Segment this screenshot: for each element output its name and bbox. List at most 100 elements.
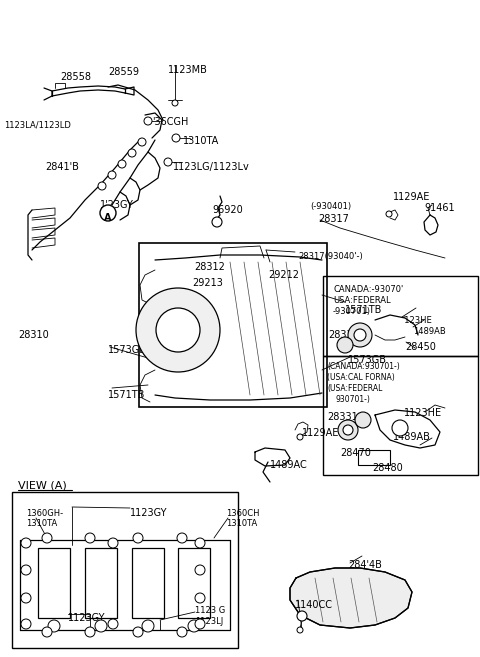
Text: 284'4B: 284'4B xyxy=(348,560,382,570)
Bar xyxy=(358,450,390,465)
Circle shape xyxy=(100,205,116,221)
Text: 1123GY: 1123GY xyxy=(68,613,106,623)
Text: (-930401): (-930401) xyxy=(310,202,351,211)
Text: 1489AB: 1489AB xyxy=(393,432,431,442)
Text: 28312: 28312 xyxy=(194,262,225,272)
Circle shape xyxy=(138,138,146,146)
Text: 29212: 29212 xyxy=(268,270,299,280)
Circle shape xyxy=(48,620,60,632)
Text: '123HE: '123HE xyxy=(402,316,432,325)
Circle shape xyxy=(188,620,200,632)
Text: A: A xyxy=(104,213,112,223)
Circle shape xyxy=(156,308,200,352)
Text: 1310TA: 1310TA xyxy=(183,136,219,146)
Circle shape xyxy=(133,533,143,543)
Bar xyxy=(323,356,478,475)
Circle shape xyxy=(212,217,222,227)
Text: 1129AE: 1129AE xyxy=(302,428,339,438)
Circle shape xyxy=(297,611,307,621)
Text: 930701-): 930701-) xyxy=(336,395,371,404)
Circle shape xyxy=(42,627,52,637)
Text: 28317(93040'-): 28317(93040'-) xyxy=(298,252,363,261)
Bar xyxy=(132,548,164,618)
Text: 28558: 28558 xyxy=(60,72,91,82)
Text: 1310TA: 1310TA xyxy=(26,519,57,528)
Text: 1573GB: 1573GB xyxy=(348,355,387,365)
Circle shape xyxy=(172,100,178,106)
Text: 28331: 28331 xyxy=(328,330,359,340)
Circle shape xyxy=(85,533,95,543)
Circle shape xyxy=(21,619,31,629)
Circle shape xyxy=(95,620,107,632)
Circle shape xyxy=(136,288,220,372)
Text: (USA:FEDERAL: (USA:FEDERAL xyxy=(327,384,383,393)
Text: 1310TA: 1310TA xyxy=(226,519,257,528)
Text: 96920: 96920 xyxy=(212,205,243,215)
Circle shape xyxy=(297,434,303,440)
Circle shape xyxy=(297,627,303,633)
Text: 28480: 28480 xyxy=(372,463,403,473)
Text: -930701): -930701) xyxy=(333,307,371,316)
Text: 1123HE: 1123HE xyxy=(404,408,442,418)
Circle shape xyxy=(128,149,136,157)
Text: 1123 G: 1123 G xyxy=(195,606,225,615)
Text: 28331: 28331 xyxy=(327,412,358,422)
Text: 1571TB: 1571TB xyxy=(345,305,383,315)
Text: CANADA:-93070': CANADA:-93070' xyxy=(333,285,403,294)
Circle shape xyxy=(98,182,106,190)
Text: 91461: 91461 xyxy=(424,203,455,213)
Text: 1'23GY: 1'23GY xyxy=(100,200,134,210)
Text: 1123LG/1123Lv: 1123LG/1123Lv xyxy=(173,162,250,172)
Bar xyxy=(85,548,117,618)
Text: 28470: 28470 xyxy=(340,448,371,458)
Text: USA:FEDERAL: USA:FEDERAL xyxy=(333,296,391,305)
Text: 28559: 28559 xyxy=(108,67,139,77)
Circle shape xyxy=(195,565,205,575)
Circle shape xyxy=(355,412,371,428)
Circle shape xyxy=(177,533,187,543)
Circle shape xyxy=(108,171,116,179)
Circle shape xyxy=(21,538,31,548)
Circle shape xyxy=(343,425,353,435)
Bar xyxy=(139,243,327,407)
Text: 1123GY: 1123GY xyxy=(130,508,168,518)
Text: 1360GH-: 1360GH- xyxy=(26,509,63,518)
Circle shape xyxy=(348,323,372,347)
Circle shape xyxy=(42,533,52,543)
Text: (CANADA:930701-): (CANADA:930701-) xyxy=(327,362,400,371)
Circle shape xyxy=(133,627,143,637)
Circle shape xyxy=(142,620,154,632)
Text: '36CGH: '36CGH xyxy=(152,117,188,127)
Text: 28310: 28310 xyxy=(18,330,49,340)
Text: 1573GB: 1573GB xyxy=(108,345,147,355)
Text: 1571TB: 1571TB xyxy=(108,390,145,400)
Text: 1129AE: 1129AE xyxy=(393,192,431,202)
Circle shape xyxy=(108,538,118,548)
Circle shape xyxy=(195,619,205,629)
Circle shape xyxy=(144,117,152,125)
Circle shape xyxy=(21,593,31,603)
Text: 28450: 28450 xyxy=(405,342,436,352)
Text: 1123LA/1123LD: 1123LA/1123LD xyxy=(4,120,71,129)
Circle shape xyxy=(21,565,31,575)
Text: 1489AC: 1489AC xyxy=(270,460,308,470)
Bar xyxy=(38,548,70,618)
Text: (USA:CAL FORNA): (USA:CAL FORNA) xyxy=(327,373,395,382)
Circle shape xyxy=(164,158,172,166)
Text: 1123MB: 1123MB xyxy=(168,65,208,75)
Text: 29213: 29213 xyxy=(192,278,223,288)
Text: 1360CH: 1360CH xyxy=(226,509,260,518)
Bar xyxy=(323,276,478,356)
Circle shape xyxy=(108,619,118,629)
Bar xyxy=(12,492,238,648)
Bar xyxy=(178,548,210,618)
Text: 2841'B: 2841'B xyxy=(45,162,79,172)
Circle shape xyxy=(118,160,126,168)
Text: 28317: 28317 xyxy=(318,214,349,224)
Circle shape xyxy=(85,627,95,637)
Circle shape xyxy=(172,134,180,142)
Text: VIEW (A): VIEW (A) xyxy=(18,480,67,490)
Circle shape xyxy=(354,329,366,341)
Text: 1123LJ: 1123LJ xyxy=(195,617,223,626)
Circle shape xyxy=(337,337,353,353)
